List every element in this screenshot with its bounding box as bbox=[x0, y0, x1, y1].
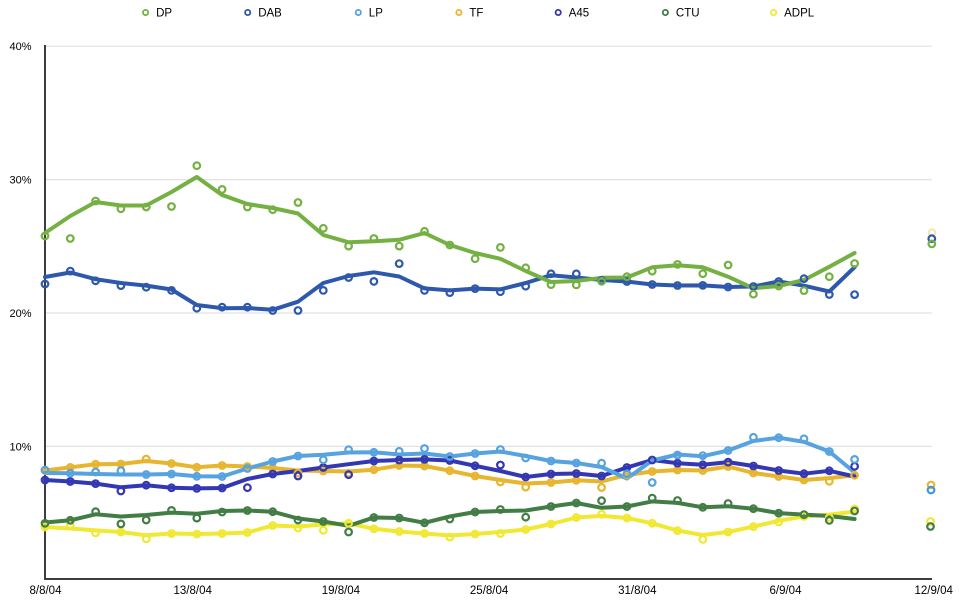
svg-text:19/8/04: 19/8/04 bbox=[322, 585, 361, 597]
svg-text:10%: 10% bbox=[9, 441, 31, 453]
svg-text:CTU: CTU bbox=[676, 8, 700, 20]
svg-text:DP: DP bbox=[156, 8, 172, 20]
svg-text:TF: TF bbox=[469, 8, 483, 20]
svg-text:13/8/04: 13/8/04 bbox=[174, 585, 213, 597]
svg-text:30%: 30% bbox=[9, 175, 31, 187]
svg-text:25/8/04: 25/8/04 bbox=[470, 585, 509, 597]
svg-text:40%: 40% bbox=[9, 41, 31, 53]
svg-text:LP: LP bbox=[369, 8, 383, 20]
svg-text:DAB: DAB bbox=[258, 8, 282, 20]
svg-text:20%: 20% bbox=[9, 308, 31, 320]
svg-text:8/8/04: 8/8/04 bbox=[30, 585, 63, 597]
svg-text:6/9/04: 6/9/04 bbox=[770, 585, 803, 597]
svg-text:12/9/04: 12/9/04 bbox=[915, 585, 954, 597]
svg-text:ADPL: ADPL bbox=[784, 8, 815, 20]
svg-text:A45: A45 bbox=[569, 8, 589, 20]
svg-text:31/8/04: 31/8/04 bbox=[618, 585, 657, 597]
